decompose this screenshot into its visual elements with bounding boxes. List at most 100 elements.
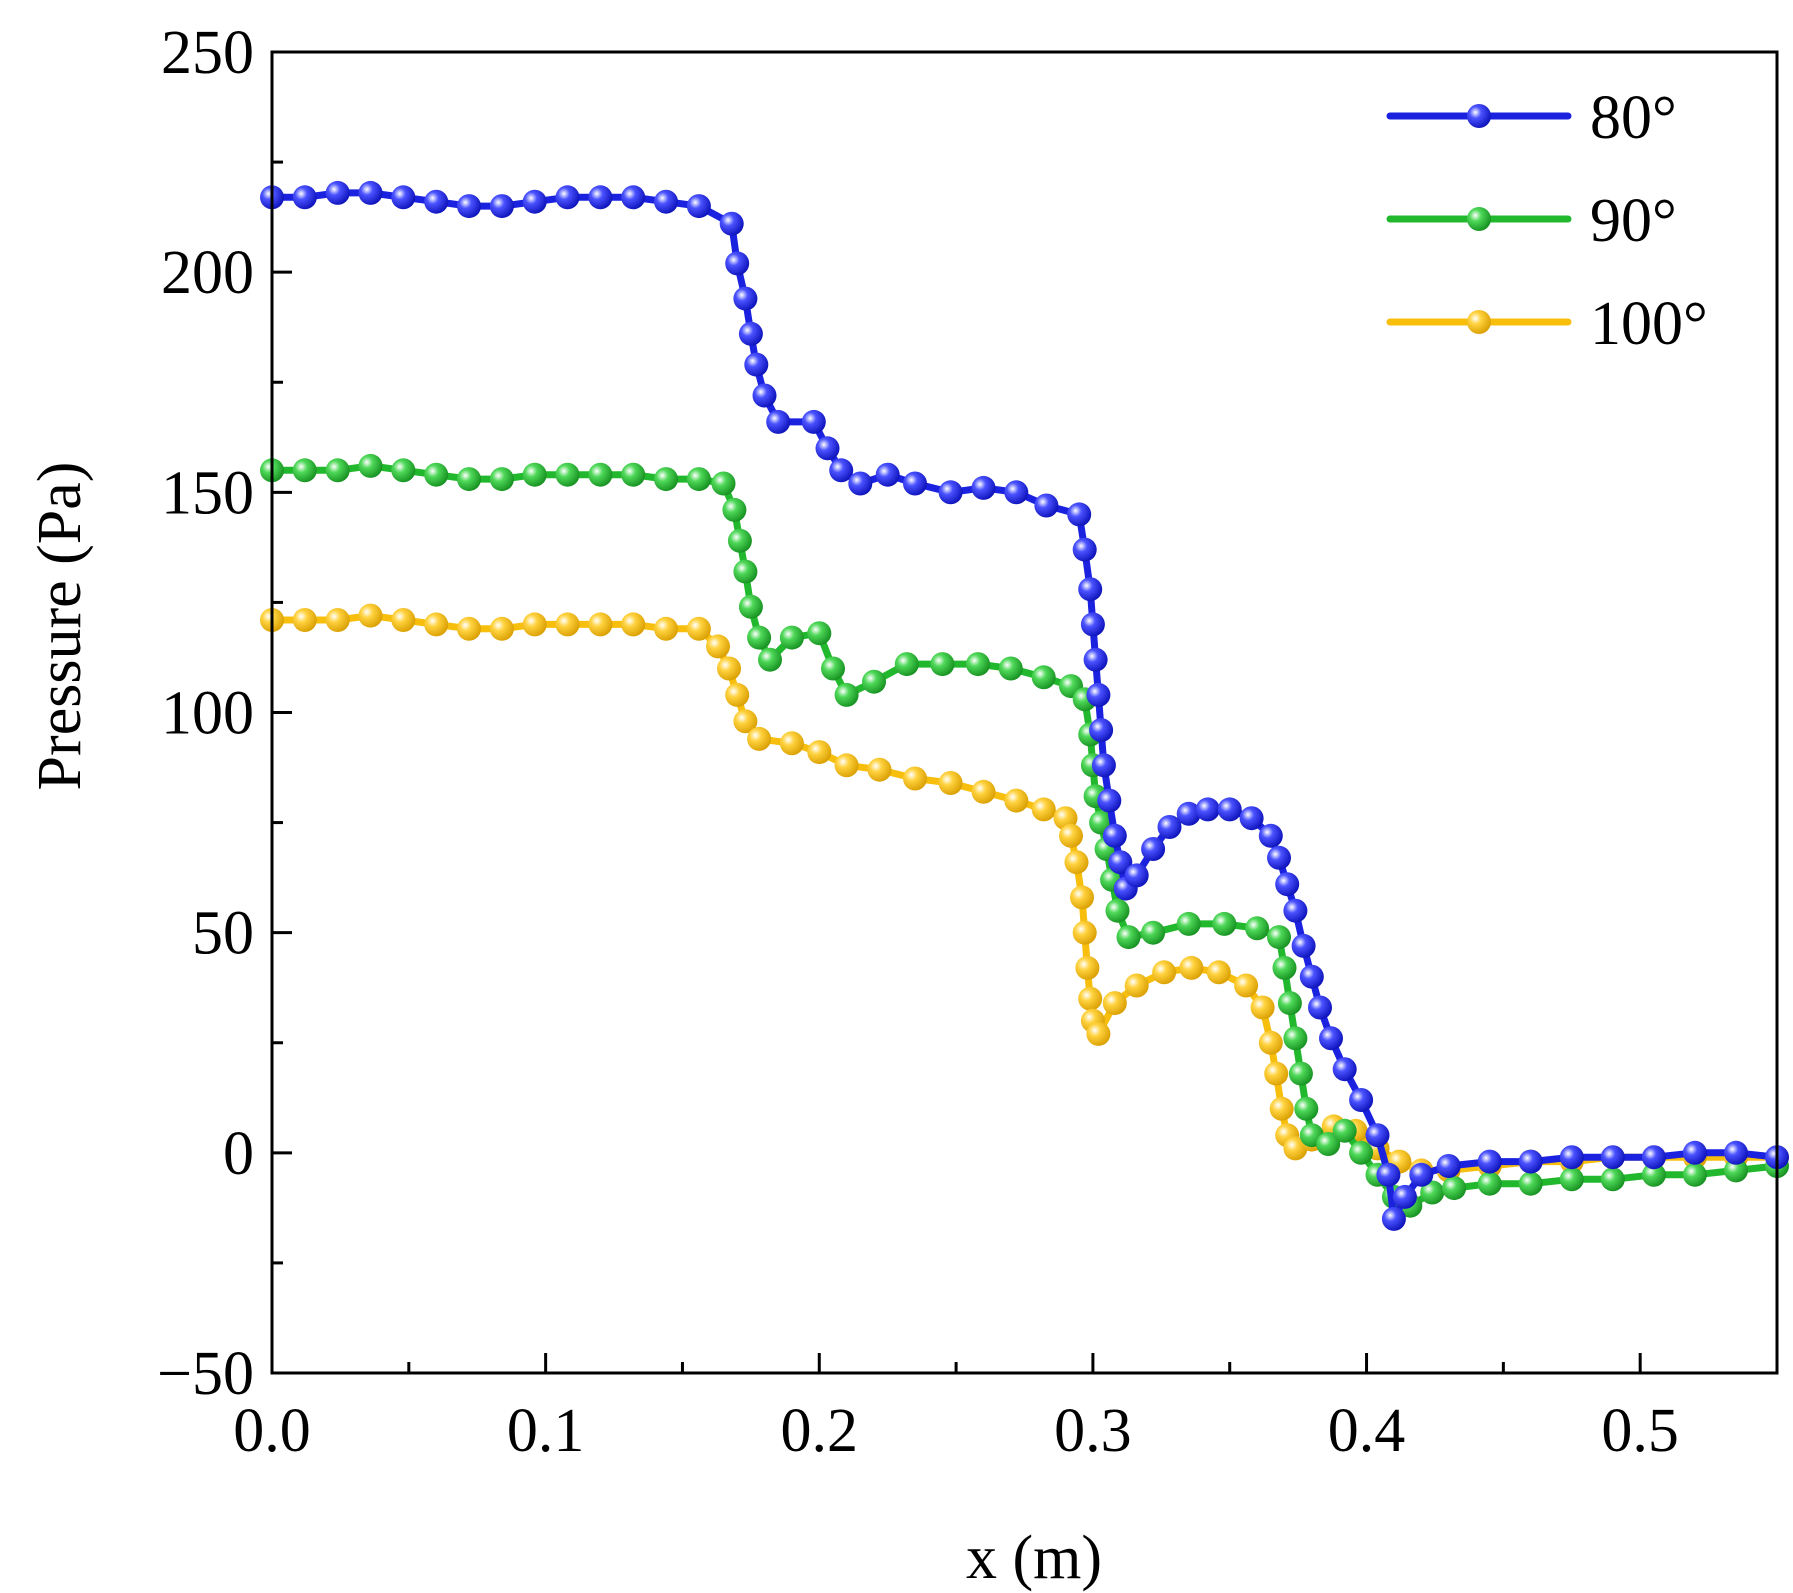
data-point <box>815 436 840 461</box>
data-point <box>1332 1057 1357 1082</box>
y-tick-label: 250 <box>161 19 254 87</box>
series-line <box>268 612 1781 1174</box>
data-point <box>717 656 741 681</box>
data-point <box>1152 960 1177 985</box>
data-point <box>903 766 927 791</box>
legend-marker <box>1467 104 1491 128</box>
data-point <box>1288 1061 1313 1086</box>
data-point <box>779 731 804 756</box>
data-point <box>621 185 646 210</box>
data-point <box>1264 1061 1289 1086</box>
data-point <box>1059 823 1083 848</box>
data-point <box>998 656 1023 681</box>
data-point <box>821 656 845 681</box>
y-tick-label: 50 <box>192 900 254 968</box>
data-point <box>1083 647 1108 672</box>
data-point <box>686 194 711 219</box>
data-point <box>1308 995 1332 1020</box>
data-point <box>424 189 449 214</box>
data-point <box>719 211 744 236</box>
data-point <box>1034 493 1059 518</box>
y-tick-label: 150 <box>161 459 254 527</box>
data-point <box>1105 898 1130 923</box>
data-point <box>1559 1145 1584 1170</box>
data-point <box>1267 925 1291 950</box>
data-point <box>744 352 769 377</box>
data-point <box>903 471 927 496</box>
data-point <box>971 475 996 500</box>
data-point <box>1267 845 1291 870</box>
data-point <box>1212 911 1237 936</box>
data-point <box>1108 850 1133 875</box>
x-axis-label: x (m) <box>966 1524 1102 1592</box>
data-point <box>1102 991 1127 1016</box>
data-point <box>894 652 919 677</box>
y-tick-label: −50 <box>157 1340 254 1408</box>
y-tick-label: 200 <box>161 239 254 307</box>
legend-marker <box>1467 310 1491 334</box>
series-1 <box>260 180 1789 1231</box>
data-point <box>1272 955 1297 980</box>
data-point <box>522 612 547 637</box>
data-point <box>733 286 758 311</box>
data-point <box>1157 815 1182 839</box>
data-point <box>325 458 350 483</box>
data-point <box>292 608 317 632</box>
data-point <box>1258 1030 1283 1055</box>
legend-item-2: 90° <box>1386 187 1677 255</box>
data-point <box>391 185 416 210</box>
data-point <box>1283 1026 1308 1051</box>
data-point <box>1319 1026 1343 1051</box>
data-point <box>1141 837 1166 861</box>
data-point <box>358 453 383 478</box>
data-point <box>1269 1096 1294 1121</box>
data-point <box>1250 995 1275 1020</box>
data-point <box>930 652 955 677</box>
data-point <box>862 669 886 694</box>
data-point <box>1641 1162 1666 1187</box>
series-layer <box>260 180 1789 1231</box>
data-point <box>489 194 514 219</box>
data-point <box>621 462 646 487</box>
data-point <box>1277 991 1302 1016</box>
data-point <box>1600 1145 1625 1170</box>
data-point <box>848 471 873 496</box>
data-point <box>555 462 580 487</box>
data-point <box>522 189 547 214</box>
data-point <box>706 634 730 659</box>
data-point <box>1116 925 1141 950</box>
legend-label: 90° <box>1590 187 1677 255</box>
data-point <box>1102 823 1127 848</box>
data-point <box>489 616 514 641</box>
y-tick-label: 100 <box>161 680 254 748</box>
series-2 <box>260 453 1789 1218</box>
data-point <box>1477 1171 1502 1196</box>
data-point <box>747 726 772 751</box>
data-point <box>654 467 678 492</box>
x-tick-label: 0.2 <box>781 1397 859 1465</box>
data-point <box>1091 753 1116 778</box>
series-line <box>268 189 1781 1223</box>
data-point <box>1682 1140 1707 1165</box>
x-tick-label: 0.3 <box>1054 1397 1132 1465</box>
data-point <box>1641 1145 1666 1170</box>
data-point <box>424 612 449 637</box>
data-point <box>1283 898 1308 923</box>
data-point <box>325 608 350 632</box>
data-point <box>779 625 804 650</box>
data-point <box>1004 788 1029 813</box>
data-point <box>733 709 758 734</box>
data-point <box>1365 1123 1390 1148</box>
data-point <box>1124 863 1149 888</box>
data-point <box>829 458 854 483</box>
data-point <box>834 753 859 778</box>
data-point <box>1299 964 1324 989</box>
data-point <box>1176 801 1201 826</box>
data-point <box>457 467 481 492</box>
data-point <box>1086 682 1111 707</box>
data-point <box>711 471 736 496</box>
data-point <box>1316 1132 1341 1156</box>
data-point <box>1477 1149 1502 1174</box>
legend-label: 80° <box>1590 84 1677 152</box>
data-point <box>1004 480 1029 505</box>
